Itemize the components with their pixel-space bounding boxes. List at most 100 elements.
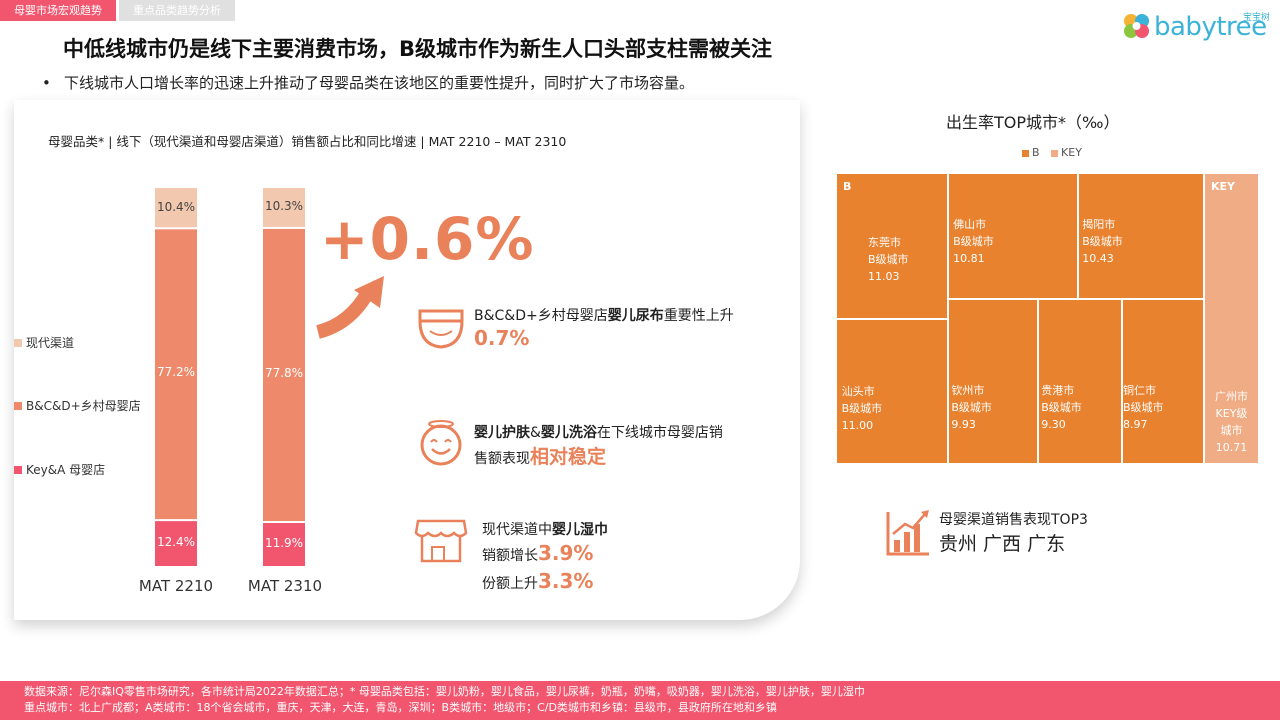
feature-bold: 婴儿尿布 <box>607 308 664 324</box>
legend-modern: 现代渠道 <box>14 332 74 351</box>
legend-swatch <box>14 465 22 474</box>
babytree-logo: babytree 宝宝树 <box>1120 6 1270 46</box>
legend-label: Key&A 母婴店 <box>26 463 106 477</box>
feature-bold: 婴儿洗浴 <box>540 425 597 441</box>
treemap-value: 8.97 <box>1123 417 1148 431</box>
treemap-group-label: KEY <box>1211 180 1236 193</box>
treemap-cell: 铜仁市 B级城市 8.97 <box>1123 300 1203 463</box>
bar-data-label: 77.8% <box>264 365 304 380</box>
flower-logo-icon <box>1124 14 1149 38</box>
treemap-cell: 东莞市 B级城市 11.03 B <box>837 174 947 318</box>
feature-text: 售额表现 <box>474 451 530 467</box>
top3-title: 母婴渠道销售表现TOP3 <box>939 512 1088 528</box>
feature-text: 现代渠道中 <box>482 522 552 538</box>
treemap-tier: B级城市 <box>953 235 994 249</box>
treemap-legend: B KEY <box>1014 146 1082 159</box>
tab-bar: 母婴市场宏观趋势 重点品类趋势分析 <box>0 0 235 21</box>
feature-skincare-line2: 售额表现相对稳定 <box>474 442 606 469</box>
legend-label: KEY <box>1061 146 1082 159</box>
treemap-value: 11.03 <box>868 270 900 284</box>
bullet-point: • 下线城市人口增长率的迅速上升推动了母婴品类在该地区的重要性提升，同时扩大了市场… <box>42 74 695 92</box>
feature-wipes-share: 份额上升3.3% <box>482 569 593 593</box>
feature-text: & <box>530 425 541 441</box>
legend-swatch <box>14 401 22 410</box>
feature-diaper-value: 0.7% <box>474 326 530 350</box>
treemap-city: 揭阳市 <box>1082 218 1116 232</box>
feature-diaper-text: B&C&D+乡村母婴店婴儿尿布重要性上升 <box>474 305 734 325</box>
treemap-cell: 佛山市 B级城市 10.81 <box>949 174 1077 298</box>
treemap-city: 钦州市 <box>951 383 985 397</box>
bar-data-label: 10.3% <box>264 199 304 214</box>
treemap-cell: 贵港市 B级城市 9.30 <box>1039 300 1121 463</box>
feature-text: 份额上升 <box>482 576 538 592</box>
feature-text: 在下线城市母婴店销 <box>596 425 723 441</box>
growth-chart-icon <box>886 510 929 556</box>
bullet-text: 下线城市人口增长率的迅速上升推动了母婴品类在该地区的重要性提升，同时扩大了市场容… <box>64 74 695 92</box>
treemap-tier: KEY级城市 <box>1215 407 1248 437</box>
growth-arrow-icon <box>316 276 384 339</box>
legend-label: B&C&D+乡村母婴店 <box>26 399 141 413</box>
x-tick-label: MAT 2210 <box>138 577 214 595</box>
bar-chart-title: 母婴品类* | 线下（现代渠道和母婴店渠道）销售额占比和同比增速 | MAT 2… <box>48 134 567 149</box>
diaper-icon <box>418 309 464 349</box>
feature-value: 3.3% <box>538 569 594 593</box>
feature-skincare-text: 婴儿护肤&婴儿洗浴在下线城市母婴店销 <box>474 422 723 442</box>
treemap-tier: B级城市 <box>1082 235 1123 249</box>
feature-text: B&C&D+乡村母婴店 <box>474 308 608 324</box>
treemap-value: 10.81 <box>953 252 985 266</box>
legend-swatch <box>14 338 22 347</box>
legend-key: Key&A 母婴店 <box>14 459 105 478</box>
treemap-city: 汕头市 <box>841 384 875 398</box>
treemap-city: 佛山市 <box>953 218 987 232</box>
treemap-group-label: B <box>843 180 852 193</box>
page-title: 中低线城市仍是线下主要消费市场，B级城市作为新生人口头部支柱需被关注 <box>63 37 773 61</box>
feature-text: 重要性上升 <box>663 308 734 324</box>
legend-swatch <box>1051 149 1059 157</box>
feature-highlight: 相对稳定 <box>530 446 607 468</box>
treemap-tier: B级城市 <box>868 253 909 267</box>
footer-notes: 数据来源：尼尔森IQ零售市场研究，各市统计局2022年数据汇总；* 母婴品类包括… <box>0 681 1280 720</box>
treemap-city: 铜仁市 <box>1123 383 1156 397</box>
treemap-cell-key: KEY 广州市 KEY级城市 10.71 <box>1205 174 1258 463</box>
feature-wipes-growth: 销额增长3.9% <box>482 541 593 565</box>
left-panel <box>14 100 800 620</box>
growth-annotation: +0.6% <box>320 205 535 273</box>
tab-market-trend[interactable]: 母婴市场宏观趋势 <box>0 0 116 21</box>
legend-label: B <box>1032 146 1040 159</box>
footer-source: 数据来源：尼尔森IQ零售市场研究，各市统计局2022年数据汇总；* 母婴品类包括… <box>24 685 865 698</box>
smile-icon <box>420 420 462 466</box>
treemap-value: 10.43 <box>1082 252 1114 266</box>
feature-text: 销额增长 <box>482 548 538 564</box>
treemap-title: 出生率TOP城市*（‰） <box>946 113 1120 132</box>
tab-category-trend[interactable]: 重点品类趋势分析 <box>119 0 235 21</box>
store-icon <box>414 519 468 563</box>
treemap-city: 东莞市 <box>868 236 901 250</box>
treemap-tier: B级城市 <box>951 400 992 414</box>
treemap-cell: 汕头市 B级城市 11.00 <box>837 320 947 463</box>
bar-data-label: 11.9% <box>264 535 304 550</box>
feature-value: 3.9% <box>538 541 594 565</box>
treemap-tier: B级城市 <box>841 401 883 415</box>
bar-data-label: 12.4% <box>156 534 196 549</box>
treemap-value: 9.30 <box>1041 417 1066 431</box>
legend-swatch <box>1022 149 1029 157</box>
logo-badge: 宝宝树 <box>1242 13 1270 23</box>
footer-city-definitions: 重点城市：北上广成都；A类城市：18个省会城市，重庆，天津，大连，青岛，深圳；B… <box>24 701 777 714</box>
feature-bold: 婴儿护肤 <box>474 425 530 441</box>
top3-cities: 贵州 广西 广东 <box>939 533 1066 555</box>
feature-wipes-text: 现代渠道中婴儿湿巾 <box>482 519 608 539</box>
treemap-value: 10.71 <box>1215 441 1248 454</box>
treemap-city: 广州市 <box>1215 390 1248 403</box>
bar-data-label: 77.2% <box>156 365 196 380</box>
treemap-value: 9.93 <box>951 417 976 431</box>
treemap-cell: 揭阳市 B级城市 10.43 <box>1079 174 1203 298</box>
treemap-value: 11.00 <box>841 418 874 432</box>
legend-label: 现代渠道 <box>26 336 75 350</box>
treemap-city: 贵港市 <box>1041 383 1075 397</box>
treemap-tier: B级城市 <box>1041 400 1082 414</box>
bar-data-label: 10.4% <box>156 199 196 214</box>
legend-bcd: B&C&D+乡村母婴店 <box>14 395 141 414</box>
treemap-cell: 钦州市 B级城市 9.93 <box>949 300 1037 463</box>
logo-text: babytree <box>1154 12 1267 42</box>
feature-bold: 婴儿湿巾 <box>552 522 608 538</box>
